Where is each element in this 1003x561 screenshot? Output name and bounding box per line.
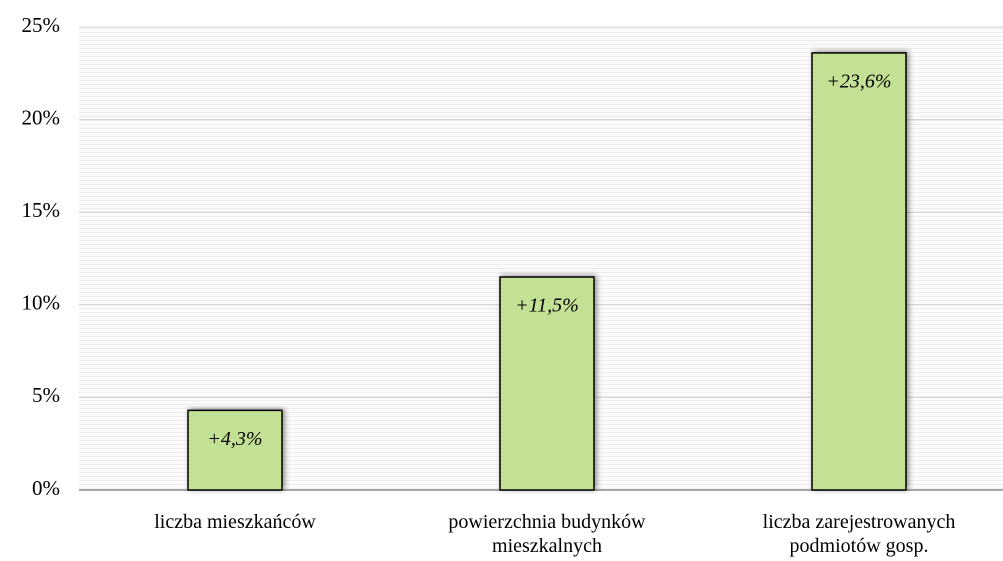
- x-tick-label: liczba zarejestrowanych podmiotów gosp.: [762, 511, 956, 557]
- y-tick-label: 20%: [22, 105, 61, 129]
- data-label: +23,6%: [826, 71, 891, 93]
- bar: [187, 409, 283, 491]
- x-tick-label: powierzchnia budynków mieszkalnych: [448, 511, 646, 557]
- y-tick-label: 5%: [32, 383, 60, 407]
- x-tick-label: liczba mieszkańców: [154, 511, 316, 533]
- y-tick-label: 10%: [22, 291, 61, 315]
- bar: [811, 52, 907, 491]
- y-tick-label: 15%: [22, 198, 61, 222]
- data-label: +11,5%: [515, 295, 579, 317]
- bar: [499, 276, 595, 491]
- y-tick-label: 25%: [22, 13, 61, 37]
- y-tick-label: 0%: [32, 476, 60, 500]
- data-label: +4,3%: [207, 428, 262, 450]
